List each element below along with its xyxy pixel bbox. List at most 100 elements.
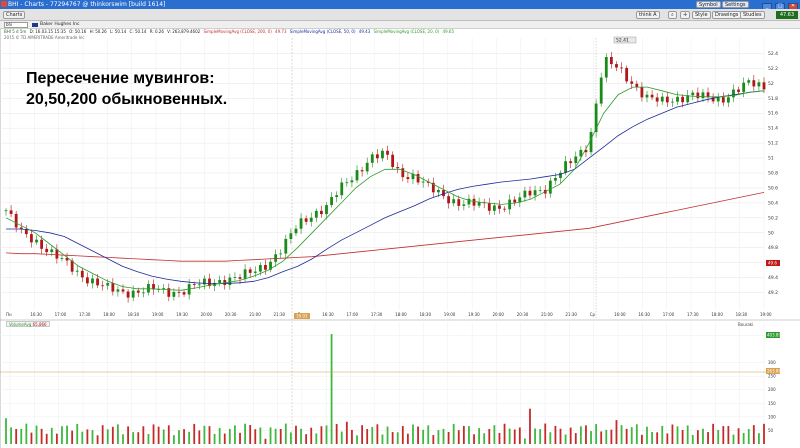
volume-bar (264, 438, 267, 444)
candle-body (182, 292, 186, 295)
candle-body (406, 177, 410, 180)
candle-body (721, 97, 725, 103)
time-axis-label: Пн (6, 312, 12, 317)
candle-body (335, 195, 339, 198)
volume-bar (691, 434, 694, 444)
volume-bar (452, 423, 455, 444)
candle-body (309, 217, 313, 222)
volume-axis-label: 300 (768, 360, 776, 365)
app-icon (1, 1, 7, 7)
volume-bar (574, 433, 577, 444)
candle-body (574, 156, 578, 164)
candle-body (274, 254, 278, 262)
volume-bar (330, 334, 333, 444)
candle-body (681, 96, 685, 103)
crosshair-icon[interactable]: ✛ (680, 11, 691, 19)
candle-body (340, 182, 344, 196)
candle-body (452, 199, 456, 204)
symbol-button[interactable]: Symbol (696, 1, 721, 8)
volume-right-label[interactable]: Bouraki (738, 322, 753, 327)
time-grid (9, 38, 765, 448)
volume-bar (111, 426, 114, 444)
candle-body (116, 289, 120, 292)
time-axis-label: 18:30 (419, 312, 431, 317)
time-axis: Пн 16:30 17:00 17:30 18:00 18:30 19:00 19:30 20:… (6, 312, 772, 317)
volume-study-value: 65,866 (32, 322, 47, 327)
volume-bar (671, 424, 674, 444)
volume-bar (656, 432, 659, 444)
price-axis-label: 51.4 (768, 126, 778, 132)
annotation-line-1: Пересечение мувингов: (26, 70, 215, 87)
candle-body (203, 278, 206, 285)
style-button[interactable]: Style (692, 11, 711, 19)
volume-bar (549, 432, 552, 444)
volume-bar (228, 428, 231, 444)
volume-bar (396, 432, 399, 444)
candle-body (289, 233, 293, 239)
candle-body (747, 80, 751, 83)
candle-body (655, 97, 659, 102)
volume-bar (366, 429, 369, 444)
legend-sma200[interactable]: SimpleMovingAvg (CLOSE, 200, 0) (203, 29, 272, 34)
time-axis-label: 19:30 (468, 312, 480, 317)
volume-bar (641, 434, 643, 444)
volume-bar (127, 426, 129, 444)
studies-button[interactable]: Studies (740, 11, 765, 19)
candle-body (258, 265, 262, 272)
candle-body (401, 168, 405, 178)
volume-study-label[interactable]: VolumeAvg 65,866 (6, 321, 50, 327)
price-axis-label: 50.6 (768, 185, 778, 191)
volume-bar (340, 431, 343, 444)
volume-bar (96, 435, 99, 444)
volume-bars (5, 334, 765, 444)
candle-body (4, 210, 8, 212)
candle-body (50, 249, 54, 253)
volume-bar (142, 426, 145, 444)
symbol-input[interactable]: bhi (4, 22, 28, 28)
volume-bar (427, 425, 430, 444)
candle-body (447, 196, 450, 204)
copyright-line: 2015 © TD AMERITRADE Ameritrade Inc (4, 35, 85, 40)
legend-sma50[interactable]: SimpleMovingAvg (CLOSE, 50, 0) (289, 29, 356, 34)
volume-study-name: VolumeAvg (9, 322, 32, 327)
time-axis-label: 19:00 (152, 312, 164, 317)
candle-body (284, 238, 288, 254)
candle-body (462, 204, 466, 206)
time-axis-label: 16:30 (638, 312, 650, 317)
volume-bar (478, 428, 481, 444)
candle-body (126, 291, 130, 298)
charts-tab[interactable]: Charts (3, 11, 26, 19)
price-axis-label: 49.4 (768, 275, 778, 281)
candle-body (147, 284, 150, 293)
legend-sma20[interactable]: SimpleMovingAvg (CLOSE, 20, 0) (373, 29, 440, 34)
legend-volume: V: 263,879.4602 (167, 29, 201, 34)
zoom-icon[interactable]: ⌕ (668, 11, 677, 19)
candle-body (355, 170, 359, 181)
candle-body (172, 291, 176, 297)
volume-bar (20, 428, 23, 444)
study-legend: BHI 5 d 5m D: 16.03.15 15:35 O: 50.16 H:… (4, 29, 764, 35)
volume-bar (579, 426, 582, 444)
time-axis-label: 21:30 (274, 312, 286, 317)
candle-body (737, 89, 740, 92)
volume-bar (40, 428, 43, 444)
settings-top-button[interactable]: Settings (722, 1, 749, 8)
candle-body (762, 82, 766, 90)
volume-bar (234, 425, 236, 444)
candle-body (365, 162, 369, 172)
sma50-line (6, 90, 765, 284)
volume-axis: 40030025020015010050 (768, 333, 776, 433)
candle-body (518, 197, 522, 203)
volume-bar (564, 434, 567, 444)
candle-body (615, 64, 618, 68)
think-button[interactable]: think A (636, 11, 660, 19)
volume-bar (498, 432, 501, 444)
volume-bar (437, 430, 440, 444)
candle-body (498, 205, 501, 209)
volume-current-tag (766, 332, 780, 338)
price-grid (0, 53, 764, 293)
volume-bar (752, 425, 755, 444)
peak-label-box (613, 36, 637, 44)
legend-high: H: 50.26 (89, 29, 107, 34)
